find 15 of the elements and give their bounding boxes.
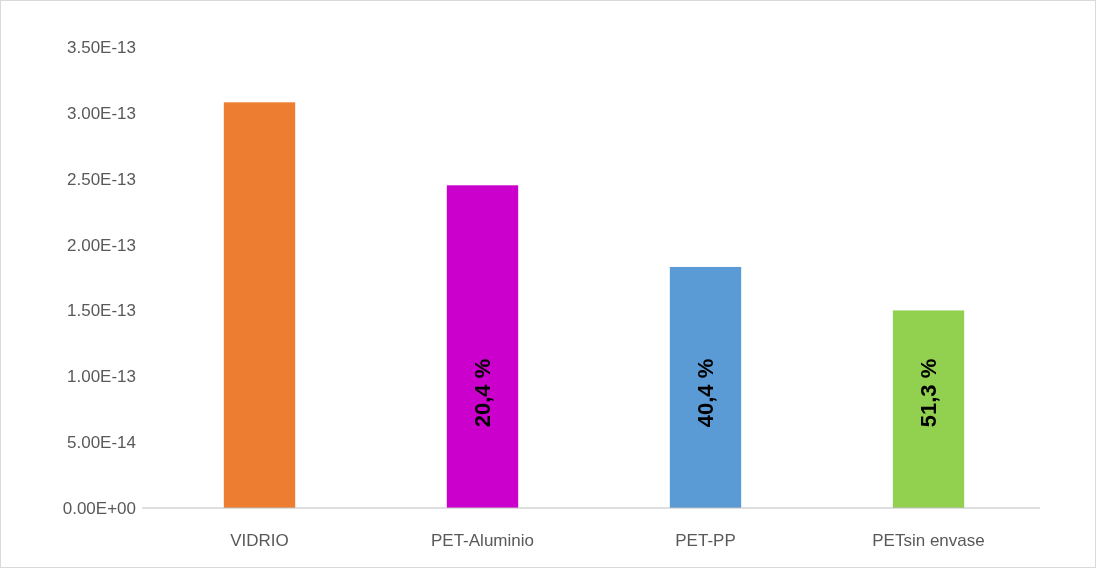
y-tick-label: 1.50E-13: [67, 301, 136, 321]
annotation: 51,3 %: [916, 358, 942, 428]
y-tick-label: 3.00E-13: [67, 103, 136, 123]
y-tick-label: 2.50E-13: [67, 169, 136, 189]
annotation: 40,4 %: [693, 358, 719, 428]
annotation: 20,4 %: [470, 358, 496, 428]
y-tick-label: 2.00E-13: [67, 235, 136, 255]
x-tick-label: PET-Aluminio: [431, 531, 534, 550]
y-tick-label: 5.00E-14: [67, 433, 136, 453]
x-tick-label: PET-PP: [675, 531, 736, 550]
x-tick-label: VIDRIO: [230, 531, 289, 550]
y-tick-label: 0.00E+00: [62, 498, 136, 518]
y-tick-label: 1.00E-13: [67, 367, 136, 387]
y-tick-label: 3.50E-13: [67, 37, 136, 57]
x-tick-label: PETsin envase: [872, 531, 985, 550]
